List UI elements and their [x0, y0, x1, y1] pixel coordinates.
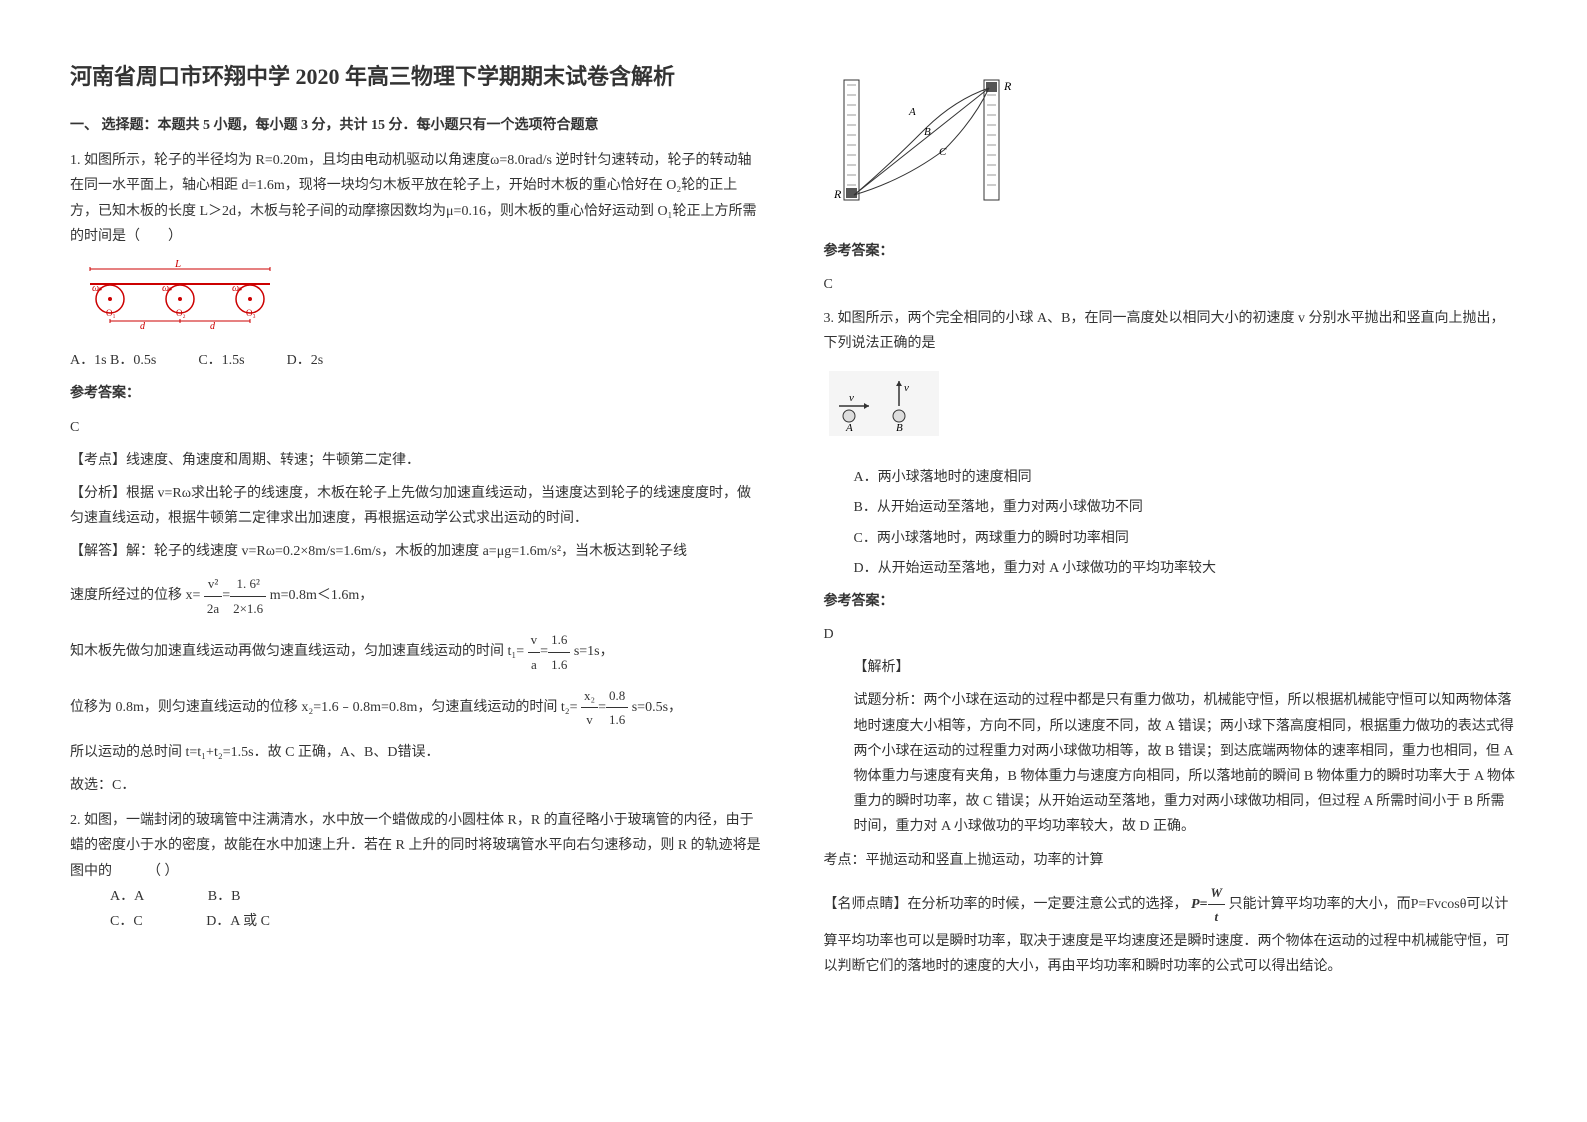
- question-3: 3. 如图所示，两个完全相同的小球 A、B，在同一高度处以相同大小的初速度 v …: [824, 306, 1518, 979]
- q3-answer: D: [824, 622, 1518, 647]
- q1-answer-label: 参考答案：: [70, 381, 764, 406]
- frac1-den: 2a: [204, 597, 222, 620]
- frac1eq-num: 1. 6²: [230, 572, 266, 596]
- frac3-den: v: [581, 708, 598, 731]
- q1-solution4: 位移为 0.8m，则匀速直线运动的位移 x₂=1.6﹣0.8m=0.8m，匀速直…: [70, 684, 764, 732]
- q2-text: 2. 如图，一端封闭的玻璃管中注满清水，水中放一个蜡做成的小圆柱体 R，R 的直…: [70, 808, 764, 884]
- svg-text:R: R: [833, 187, 842, 201]
- q3-optB: B．从开始运动至落地，重力对两小球做功不同: [854, 495, 1518, 520]
- q3-optD: D．从开始运动至落地，重力对 A 小球做功的平均功率较大: [854, 556, 1518, 581]
- q1-point: 【考点】线速度、角速度和周期、转速；牛顿第二定律．: [70, 448, 764, 473]
- svg-text:L: L: [174, 259, 181, 270]
- q2-answer: C: [824, 272, 1518, 297]
- svg-text:ω: ω: [162, 283, 169, 294]
- q1-answer: C: [70, 415, 764, 440]
- svg-text:O₃: O₃: [246, 308, 256, 318]
- document-title: 河南省周口市环翔中学 2020 年高三物理下学期期末试卷含解析: [70, 60, 764, 93]
- q3-optA: A．两小球落地时的速度相同: [854, 465, 1518, 490]
- frac1: v² 2a: [204, 572, 222, 620]
- q1-sol4b: s=0.5s，: [632, 700, 682, 715]
- q3-mingshi1: 【名师点睛】在分析功率的时候，一定要注意公式的选择，: [824, 897, 1188, 912]
- svg-text:B: B: [896, 422, 903, 434]
- section-header: 一、 选择题：本题共 5 小题，每小题 3 分，共计 15 分．每小题只有一个选…: [70, 113, 764, 138]
- q1-sol4a: 位移为 0.8m，则匀速直线运动的位移 x₂=1.6﹣0.8m=0.8m，匀速直…: [70, 700, 578, 715]
- q2-options-row1: A．A B．B: [110, 884, 764, 909]
- q1-solution2: 速度所经过的位移 x= v² 2a = 1. 6² 2×1.6 m=0.8m＜1…: [70, 572, 764, 620]
- svg-text:B: B: [924, 126, 931, 138]
- q1-analysis: 【分析】根据 v=Rω求出轮子的线速度，木板在轮子上先做匀加速直线运动，当速度达…: [70, 481, 764, 531]
- q3-jiexi: 试题分析：两个小球在运动的过程中都是只有重力做功，机械能守恒，所以根据机械能守恒…: [854, 688, 1518, 839]
- pformula-num: W: [1208, 881, 1226, 905]
- frac1eq: 1. 6² 2×1.6: [230, 572, 266, 620]
- frac1-num: v²: [204, 572, 222, 596]
- frac2eq-den: 1.6: [548, 653, 570, 676]
- left-column: 河南省周口市环翔中学 2020 年高三物理下学期期末试卷含解析 一、 选择题：本…: [40, 60, 794, 1062]
- frac3eq: 0.8 1.6: [606, 684, 628, 732]
- q2-diagram: R R A B C: [824, 70, 1518, 229]
- q3-answer-label: 参考答案：: [824, 589, 1518, 614]
- svg-text:O₁: O₁: [106, 308, 116, 318]
- q3-mingshi: 【名师点睛】在分析功率的时候，一定要注意公式的选择， P= W t 只能计算平均…: [824, 881, 1518, 979]
- frac1eq-den: 2×1.6: [230, 597, 266, 620]
- svg-text:A: A: [908, 106, 916, 118]
- q2-optC: C．C: [110, 909, 143, 934]
- frac3: x₂ v: [581, 684, 598, 732]
- q3-text: 3. 如图所示，两个完全相同的小球 A、B，在同一高度处以相同大小的初速度 v …: [824, 306, 1518, 356]
- q1-diagram: L O₁ ω O₂ ω O₃ ω: [70, 259, 764, 338]
- frac2eq-num: 1.6: [548, 628, 570, 652]
- frac2-num: v: [528, 628, 541, 652]
- question-1: 1. 如图所示，轮子的半径均为 R=0.20m，且均由电动机驱动以角速度ω=8.…: [70, 148, 764, 798]
- svg-text:C: C: [939, 146, 947, 158]
- pformula: W t: [1208, 881, 1226, 929]
- q1-solution1: 【解答】解：轮子的线速度 v=Rω=0.2×8m/s=1.6m/s，木板的加速度…: [70, 539, 764, 564]
- q1-options: A．1s B．0.5s C．1.5s D．2s: [70, 348, 764, 373]
- q2-optB: B．B: [208, 884, 241, 909]
- q1-text: 1. 如图所示，轮子的半径均为 R=0.20m，且均由电动机驱动以角速度ω=8.…: [70, 148, 764, 249]
- question-2: 2. 如图，一端封闭的玻璃管中注满清水，水中放一个蜡做成的小圆柱体 R，R 的直…: [70, 808, 764, 934]
- q3-kaodian: 考点：平抛运动和竖直上抛运动，功率的计算: [824, 848, 1518, 873]
- q1-sol2a: 速度所经过的位移 x=: [70, 589, 200, 604]
- frac2-den: a: [528, 653, 541, 676]
- frac2: v a: [528, 628, 541, 676]
- svg-text:ω: ω: [92, 283, 99, 294]
- q3-diagram: v A v B: [824, 366, 1518, 455]
- svg-text:v: v: [849, 392, 854, 404]
- svg-text:O₂: O₂: [176, 308, 186, 318]
- q1-solution6: 故选：C．: [70, 773, 764, 798]
- q3-jiexi-section: 【解析】 试题分析：两个小球在运动的过程中都是只有重力做功，机械能守恒，所以根据…: [854, 655, 1518, 839]
- frac2eq: 1.6 1.6: [548, 628, 570, 676]
- q2-answer-label: 参考答案：: [824, 239, 1518, 264]
- svg-text:A: A: [845, 422, 853, 434]
- frac3eq-num: 0.8: [606, 684, 628, 708]
- frac3eq-den: 1.6: [606, 708, 628, 731]
- q1-solution5: 所以运动的总时间 t=t₁+t₂=1.5s．故 C 正确，A、B、D错误．: [70, 740, 764, 765]
- svg-text:R: R: [1003, 79, 1012, 93]
- svg-text:v: v: [904, 382, 909, 394]
- svg-text:d: d: [210, 321, 216, 329]
- q1-sol2b: m=0.8m＜1.6m，: [270, 589, 374, 604]
- svg-text:ω: ω: [232, 283, 239, 294]
- q1-sol3a: 知木板先做匀加速直线运动再做匀速直线运动，匀加速直线运动的时间 t₁=: [70, 644, 524, 659]
- q2-options-row2: C．C D．A 或 C: [110, 909, 764, 934]
- right-column: R R A B C 参考答案： C 3. 如图所示，两个完全相同的小球 A、B: [794, 60, 1548, 1062]
- q2-optD: D．A 或 C: [206, 909, 270, 934]
- pformula-den: t: [1208, 905, 1226, 928]
- q3-jiexi-label: 【解析】: [854, 655, 1518, 680]
- q1-solution3: 知木板先做匀加速直线运动再做匀速直线运动，匀加速直线运动的时间 t₁= v a …: [70, 628, 764, 676]
- q2-optA: A．A: [110, 884, 144, 909]
- q3-optC: C．两小球落地时，两球重力的瞬时功率相同: [854, 526, 1518, 551]
- svg-text:d: d: [140, 321, 146, 329]
- q1-sol3b: s=1s，: [574, 644, 614, 659]
- frac3-num: x₂: [581, 684, 598, 708]
- pformula-left: P=: [1191, 897, 1208, 912]
